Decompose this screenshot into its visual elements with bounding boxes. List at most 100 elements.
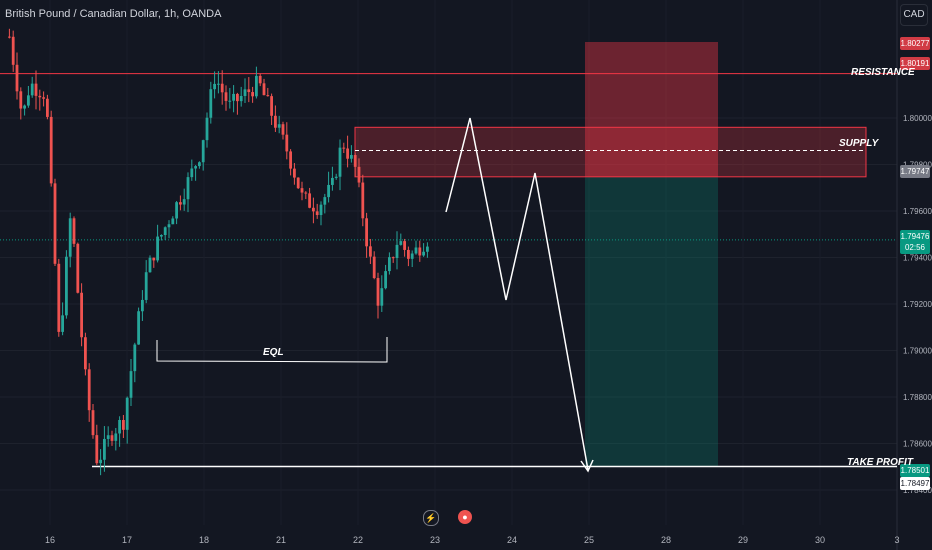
chart-zones (0, 42, 897, 468)
y-tick-label: 1.78600 (903, 440, 932, 449)
chart-drawings (445, 117, 594, 473)
candle-body (87, 369, 91, 411)
x-tick-label: 23 (430, 535, 440, 545)
candle-body (410, 253, 414, 259)
candle-body (323, 197, 327, 205)
symbol-title[interactable]: British Pound / Canadian Dollar, 1h, OAN… (5, 8, 222, 20)
candle-series (8, 28, 429, 476)
supply-price-tag: 1.79747 (900, 165, 930, 178)
x-tick-label: 25 (584, 535, 594, 545)
candle-body (236, 93, 239, 102)
candle-body (125, 397, 129, 430)
supply-zone (354, 126, 867, 178)
candle-body (315, 211, 319, 216)
candle-body (308, 193, 311, 208)
candle-body (186, 177, 190, 200)
projection-arrowhead (580, 459, 594, 473)
candle-body (27, 95, 30, 106)
supply-label: SUPPLY (839, 138, 879, 149)
eql-line (156, 337, 388, 363)
currency-button[interactable]: CAD (900, 4, 928, 26)
candle-body (251, 92, 254, 97)
candle-body (141, 299, 144, 312)
projection-path (445, 117, 589, 471)
candle-body (148, 257, 152, 273)
candle-body (95, 435, 99, 464)
candle-body (243, 89, 247, 97)
candle-body (114, 433, 118, 441)
candle-body (422, 251, 425, 256)
candle-body (163, 227, 167, 235)
candle-body (160, 234, 163, 237)
resistance-price-tag: 1.80191 (900, 57, 930, 70)
x-tick-label: 21 (276, 535, 286, 545)
news-icon[interactable]: ● (458, 510, 472, 524)
candle-body (270, 96, 273, 116)
lightning-icon[interactable]: ⚡ (423, 510, 439, 526)
candle-body (198, 162, 201, 167)
candle-body (266, 95, 270, 97)
candle-body (369, 246, 372, 257)
candle-body (129, 371, 133, 398)
candle-body (334, 176, 338, 178)
candle-body (380, 288, 384, 306)
candle-body (38, 95, 42, 98)
candle-body (399, 241, 403, 245)
candle-body (395, 244, 399, 258)
candle-body (342, 147, 346, 149)
resistance-label: RESISTANCE (851, 67, 915, 78)
candle-body (30, 83, 34, 96)
candle-body (224, 92, 228, 101)
candle-body (137, 311, 140, 345)
candle-body (262, 83, 266, 96)
candle-body (365, 218, 368, 247)
candle-body (346, 148, 349, 159)
candle-body (182, 199, 186, 205)
candle-body (194, 166, 197, 169)
candle-body (213, 83, 216, 90)
candle-body (391, 257, 395, 259)
candle-body (350, 155, 353, 159)
low-price-tag: 1.78497 (900, 477, 930, 490)
candle-body (319, 204, 323, 216)
candle-body (300, 188, 304, 193)
candle-body (61, 315, 64, 332)
candle-body (190, 168, 194, 178)
candle-body (122, 419, 125, 430)
x-tick-label: 16 (45, 535, 55, 545)
candle-body (327, 184, 330, 198)
candle-body (220, 83, 224, 93)
candle-body (407, 249, 410, 259)
candle-body (110, 435, 114, 441)
candle-body (312, 207, 315, 212)
y-tick-label: 1.79200 (903, 300, 932, 309)
candle-body (65, 256, 68, 316)
high-price-tag: 1.80277 (900, 37, 930, 50)
candle-body (357, 166, 361, 183)
candle-body (296, 177, 300, 189)
candle-body (228, 100, 232, 102)
candle-body (304, 192, 308, 194)
x-tick-label: 17 (122, 535, 132, 545)
candle-body (376, 278, 380, 306)
take-profit-label: TAKE PROFIT (847, 457, 913, 468)
candle-body (255, 75, 258, 97)
candle-body (144, 272, 148, 300)
candle-body (331, 177, 334, 185)
candle-body (281, 124, 285, 135)
candle-body (80, 292, 83, 338)
candle-body (46, 98, 49, 117)
candle-body (118, 419, 121, 434)
candle-body (353, 155, 357, 167)
candle-body (175, 202, 178, 219)
candle-body (49, 116, 53, 184)
take-profit-price-tag: 1.78501 (900, 464, 930, 477)
candle-body (91, 410, 95, 436)
candle-body (274, 115, 277, 128)
candle-body (42, 97, 45, 99)
candle-body (171, 218, 175, 225)
candle-body (201, 140, 205, 163)
candle-body (57, 263, 61, 332)
candle-body (23, 105, 26, 109)
